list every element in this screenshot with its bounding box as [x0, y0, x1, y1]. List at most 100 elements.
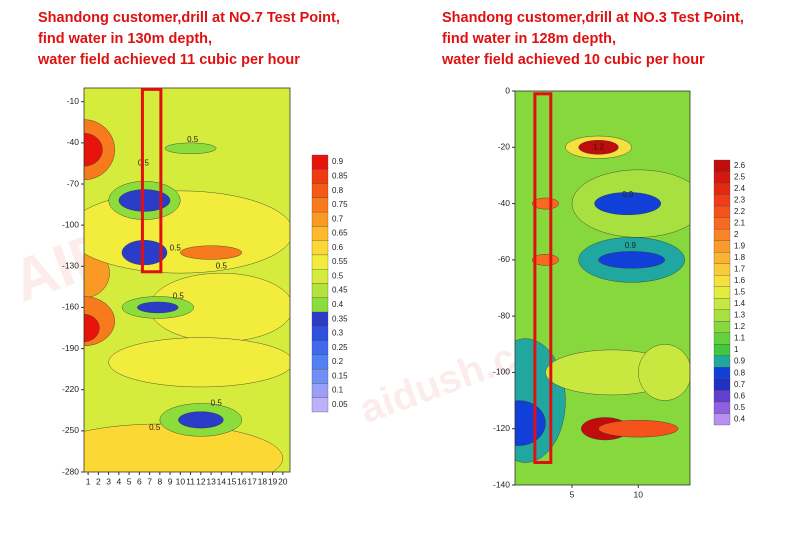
- colorbar-label: 0.7: [332, 214, 344, 223]
- x-tick-label: 12: [196, 476, 206, 486]
- x-tick-label: 4: [116, 476, 121, 486]
- colorbar-band: [713, 194, 731, 207]
- colorbar-label: 0.25: [332, 343, 348, 352]
- colorbar-label: 0.9: [734, 357, 746, 366]
- plot-area: [515, 91, 690, 485]
- colorbar-band: [311, 183, 329, 198]
- colorbar-band: [713, 321, 731, 333]
- contour-region: [598, 420, 679, 438]
- contour-label: 0.5: [187, 135, 199, 144]
- colorbar-label: 0.1: [332, 386, 344, 395]
- contour-label: 0.9: [622, 190, 634, 199]
- contour-region: [178, 411, 224, 429]
- x-tick-label: 3: [106, 476, 111, 486]
- colorbar-label: 1.8: [734, 253, 746, 262]
- colorbar-band: [713, 401, 731, 414]
- contour-region: [515, 400, 546, 446]
- contour-label: 0.9: [625, 241, 637, 250]
- colorbar-band: [713, 171, 731, 184]
- y-tick-label: -20: [498, 142, 511, 152]
- colorbar-band: [311, 340, 329, 356]
- colorbar-label: 1.9: [734, 242, 746, 251]
- colorbar-band: [311, 283, 329, 298]
- contour-region: [137, 301, 179, 314]
- contour-region: [594, 192, 662, 216]
- x-tick-label: 14: [217, 476, 227, 486]
- colorbar-label: 1.5: [734, 288, 746, 297]
- y-tick-label: -190: [62, 343, 79, 353]
- x-tick-label: 13: [206, 476, 216, 486]
- colorbar-band: [713, 344, 731, 357]
- colorbar-label: 1.3: [734, 311, 746, 320]
- plot-frame: [83, 87, 291, 473]
- x-tick-label: 2: [96, 476, 101, 486]
- colorbar-band: [311, 297, 329, 313]
- colorbar-label: 0.3: [332, 329, 344, 338]
- colorbar-band: [713, 378, 731, 391]
- y-tick-label: -100: [493, 367, 510, 377]
- y-tick-label: -220: [62, 384, 79, 394]
- x-tick-label: 16: [237, 476, 247, 486]
- contour-region: [108, 337, 290, 388]
- x-tick-label: 10: [634, 489, 644, 499]
- colorbar-label: 0.15: [332, 371, 348, 380]
- x-tick-label: 5: [127, 476, 132, 486]
- colorbar-label: 0.4: [734, 414, 746, 423]
- colorbar-band: [713, 332, 731, 345]
- colorbar-band: [713, 252, 731, 264]
- colorbar-band: [311, 169, 329, 184]
- colorbar-band: [311, 383, 329, 398]
- colorbar-band: [713, 228, 731, 241]
- contour-region: [121, 240, 168, 266]
- colorbar-label: 0.85: [332, 172, 348, 181]
- colorbar-band: [713, 286, 731, 299]
- chart-title: Shandong customer,drill at NO.7 Test Poi…: [38, 10, 340, 26]
- x-tick-label: 7: [147, 476, 152, 486]
- contour-region: [84, 133, 103, 167]
- y-tick-label: -160: [62, 302, 79, 312]
- x-tick-label: 6: [137, 476, 142, 486]
- colorbar-label: 2.5: [734, 172, 746, 181]
- colorbar-label: 0.5: [734, 403, 746, 412]
- contour-region: [84, 190, 290, 274]
- colorbar-band: [311, 240, 329, 256]
- x-tick-label: 8: [157, 476, 162, 486]
- contour-region: [598, 251, 666, 269]
- y-tick-label: -70: [67, 178, 80, 188]
- chart-title: find water in 128m depth,: [442, 31, 616, 47]
- chart-title: Shandong customer,drill at NO.3 Test Poi…: [442, 10, 744, 26]
- colorbar-band: [713, 275, 731, 287]
- colorbar-label: 0.4: [332, 300, 344, 309]
- colorbar-band: [311, 354, 329, 370]
- y-tick-label: -80: [498, 310, 511, 320]
- colorbar-label: 0.05: [332, 400, 348, 409]
- colorbar-label: 2.1: [734, 218, 746, 227]
- colorbar-label: 2: [734, 230, 739, 239]
- y-tick-label: -100: [62, 219, 79, 229]
- x-tick-label: 20: [278, 476, 288, 486]
- x-tick-label: 5: [570, 489, 575, 499]
- x-tick-label: 15: [227, 476, 237, 486]
- colorbar-band: [713, 217, 731, 230]
- highlight-box: [140, 87, 163, 274]
- colorbar-band: [713, 182, 731, 195]
- y-tick-label: -130: [62, 261, 79, 271]
- contour-region: [164, 142, 217, 155]
- x-tick-label: 19: [268, 476, 278, 486]
- contour-region: [638, 344, 690, 401]
- contour-label: 1.2: [593, 142, 605, 151]
- y-tick-label: -280: [62, 466, 79, 476]
- colorbar-label: 0.35: [332, 314, 348, 323]
- colorbar-label: 1.2: [734, 322, 746, 331]
- colorbar-band: [311, 211, 329, 227]
- y-tick-label: -120: [493, 423, 510, 433]
- colorbar-band: [713, 159, 731, 172]
- highlight-box: [533, 92, 553, 464]
- y-tick-label: -40: [498, 198, 511, 208]
- colorbar-band: [713, 205, 731, 218]
- contour-region: [84, 314, 100, 342]
- contour-region: [118, 189, 171, 212]
- colorbar-band: [311, 226, 329, 241]
- colorbar-band: [713, 240, 731, 253]
- contour-region: [180, 245, 243, 260]
